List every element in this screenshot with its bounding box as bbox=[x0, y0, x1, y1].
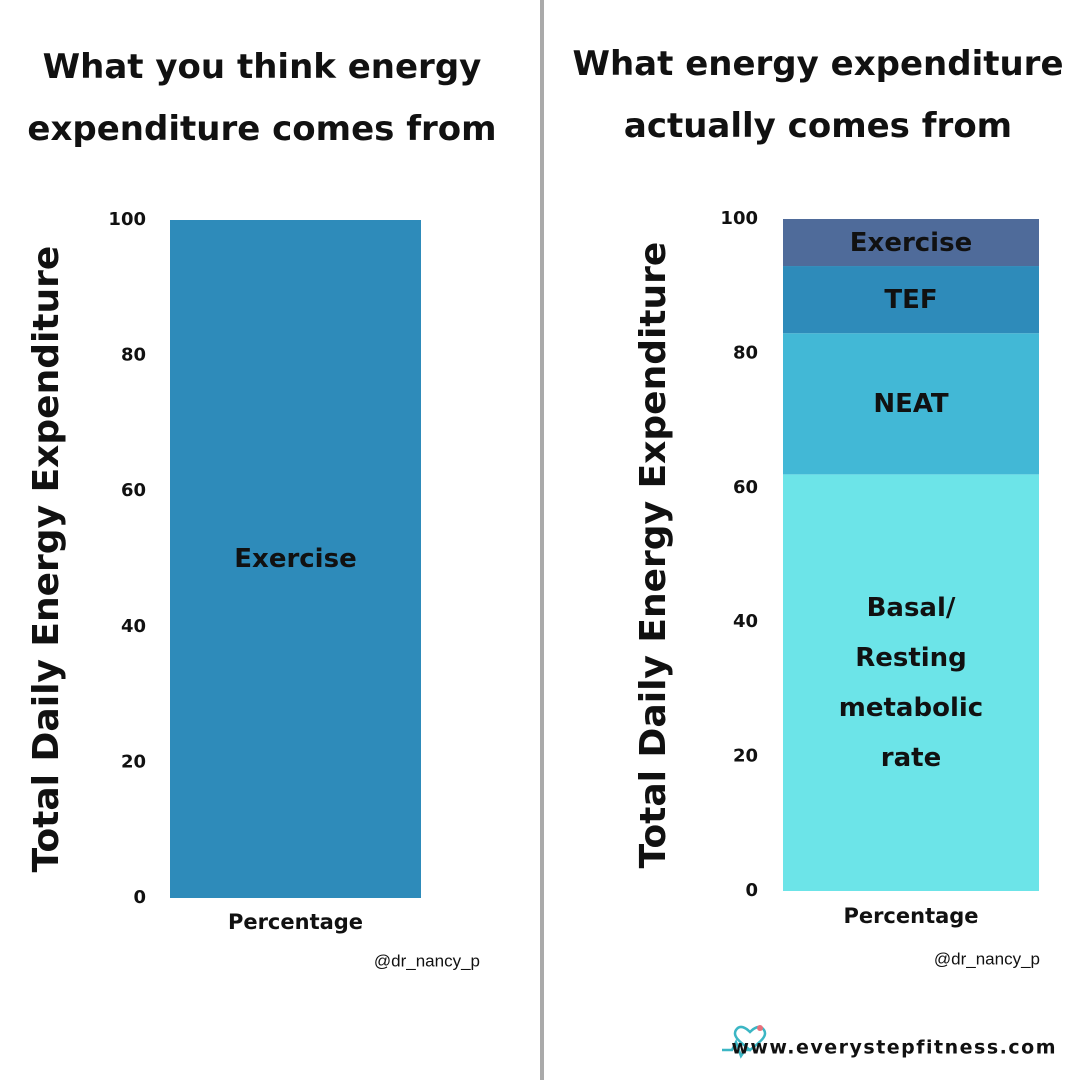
y-axis-label: Total Daily Energy Expenditure bbox=[633, 242, 674, 869]
segment-label-text: TEF bbox=[884, 284, 938, 315]
y-tick-label: 100 bbox=[720, 208, 758, 229]
y-tick-label: 40 bbox=[733, 611, 758, 632]
y-tick-label: 80 bbox=[121, 345, 146, 366]
x-tick-label: Percentage bbox=[843, 904, 978, 928]
y-tick-label: 0 bbox=[133, 887, 146, 908]
segment-label-text: Exercise bbox=[234, 544, 357, 574]
segment-label-text: Exercise bbox=[849, 227, 973, 258]
y-tick-label: 0 bbox=[745, 880, 758, 901]
y-tick-label: 20 bbox=[121, 751, 146, 772]
bar-segment bbox=[783, 474, 1039, 891]
logo bbox=[722, 1025, 767, 1059]
segment-label-text: Basal/ Resting metabolic rate bbox=[838, 592, 984, 773]
segment-label: NEAT bbox=[873, 388, 949, 419]
chart-title-text: What you think energy expenditure comes … bbox=[27, 47, 497, 149]
bar-segment bbox=[783, 266, 1039, 334]
segment-label-text: NEAT bbox=[873, 388, 949, 419]
chart-title: What energy expenditure actually comes f… bbox=[572, 44, 1064, 146]
source-credit: @dr_nancy_p bbox=[934, 949, 1040, 968]
bar-segment bbox=[783, 333, 1039, 475]
y-tick-label: 20 bbox=[733, 746, 758, 767]
segment-label: Exercise bbox=[849, 227, 973, 258]
x-tick-label: Percentage bbox=[228, 910, 363, 934]
y-tick-label: 40 bbox=[121, 616, 146, 637]
y-tick-label: 80 bbox=[733, 342, 758, 363]
bar-segment bbox=[170, 220, 421, 898]
y-axis-label: Total Daily Energy Expenditure bbox=[26, 246, 67, 873]
y-tick-label: 100 bbox=[108, 209, 146, 230]
segment-label: Basal/ Resting metabolic rate bbox=[838, 592, 984, 773]
source-credit: @dr_nancy_p bbox=[374, 951, 480, 970]
bar-segment bbox=[783, 219, 1039, 267]
y-tick-label: 60 bbox=[121, 480, 146, 501]
chart-title: What you think energy expenditure comes … bbox=[27, 47, 497, 149]
y-tick-label: 60 bbox=[733, 477, 758, 498]
website: www.everystepfitness.com bbox=[731, 1037, 1057, 1059]
segment-label: Exercise bbox=[234, 544, 357, 574]
chart-title-text: What energy expenditure actually comes f… bbox=[572, 44, 1064, 146]
segment-label: TEF bbox=[884, 284, 938, 315]
